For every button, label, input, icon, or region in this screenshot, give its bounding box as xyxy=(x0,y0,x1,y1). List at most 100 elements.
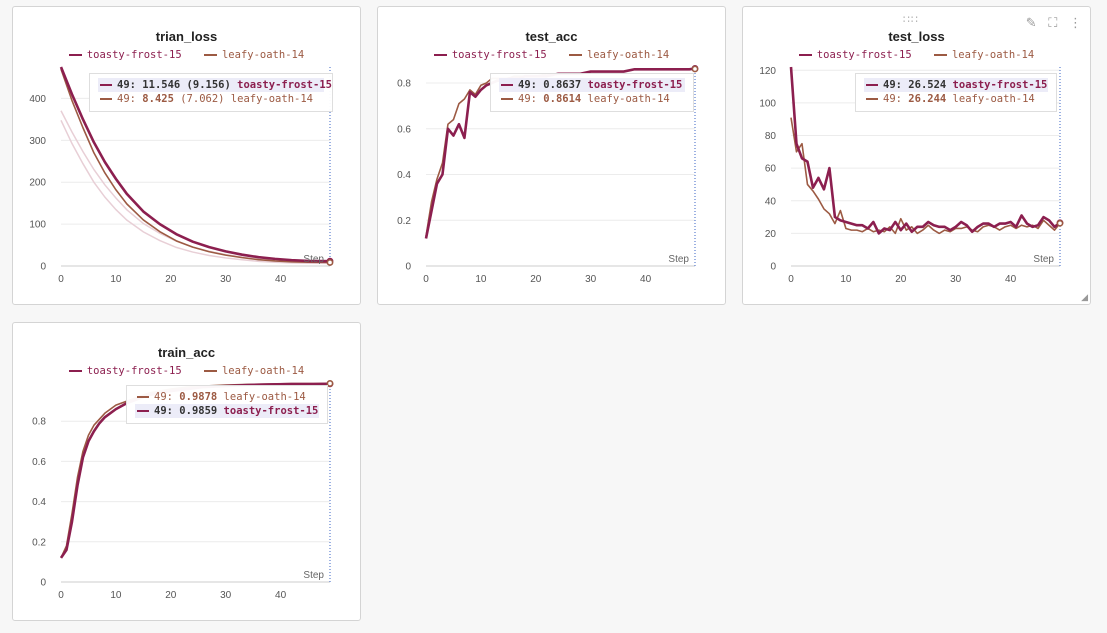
y-tick-label: 80 xyxy=(765,131,777,142)
tooltip-value: 26.244 xyxy=(908,93,947,105)
chart-tooltip: 49: 0.8637 toasty-frost-15 49: 0.8614 lea… xyxy=(490,73,694,112)
x-tick-label: 30 xyxy=(950,274,962,285)
x-tick-label: 20 xyxy=(165,274,177,285)
legend-item[interactable]: leafy-oath-14 xyxy=(933,49,1035,61)
x-tick-label: 0 xyxy=(423,274,429,285)
legend-swatch-icon xyxy=(433,54,447,56)
tooltip-series-name: toasty-frost-15 xyxy=(946,79,1048,91)
x-tick-label: 10 xyxy=(840,274,852,285)
legend-label: toasty-frost-15 xyxy=(86,365,182,377)
tooltip-value: 0.9859 xyxy=(179,405,218,417)
tooltip-row: 49: 0.8637 toasty-frost-15 xyxy=(499,78,685,92)
tooltip-step: 49: xyxy=(117,79,143,91)
more-menu-icon[interactable]: ⋮ xyxy=(1069,15,1082,30)
legend-label: leafy-oath-14 xyxy=(221,49,305,61)
tooltip-swatch-icon xyxy=(137,410,149,412)
x-axis-label: Step xyxy=(303,570,324,581)
tooltip-row: 49: 0.9878 leafy-oath-14 xyxy=(135,390,319,404)
tooltip-step: 49: xyxy=(518,79,544,91)
x-tick-label: 40 xyxy=(640,274,652,285)
x-tick-label: 10 xyxy=(475,274,487,285)
tooltip-swatch-icon xyxy=(501,84,513,86)
x-tick-label: 20 xyxy=(530,274,542,285)
legend-item[interactable]: leafy-oath-14 xyxy=(203,49,305,61)
fullscreen-icon[interactable]: ⛶ xyxy=(1048,15,1058,30)
y-tick-label: 400 xyxy=(29,94,46,105)
chart-title: train_acc xyxy=(157,345,216,360)
legend-label: leafy-oath-14 xyxy=(586,49,670,61)
legend-swatch-icon xyxy=(68,54,82,56)
chart-plot[interactable]: 0 100 200 300 400 0 10 20 30 40 Step xyxy=(13,7,362,306)
tooltip-series-name: leafy-oath-14 xyxy=(224,93,313,105)
series-line-leafy-oath-14[interactable] xyxy=(790,117,1061,235)
tooltip-row: 49: 0.8614 leafy-oath-14 xyxy=(499,92,685,106)
tooltip-row: 49: 8.425 (7.062) leafy-oath-14 xyxy=(98,92,324,106)
series-line-toasty-frost-15[interactable] xyxy=(59,66,331,263)
tooltip-series-name: toasty-frost-15 xyxy=(230,79,332,91)
y-tick-label: 60 xyxy=(765,164,777,175)
series-line-toasty-frost-15[interactable] xyxy=(789,66,1061,235)
legend-label: leafy-oath-14 xyxy=(221,365,305,377)
legend-item[interactable]: leafy-oath-14 xyxy=(203,365,305,377)
chart-legend: toasty-frost-15 leafy-oath-14 xyxy=(13,49,360,61)
legend-item[interactable]: toasty-frost-15 xyxy=(798,49,912,61)
tooltip-row: 49: 0.9859 toasty-frost-15 xyxy=(135,404,319,418)
tooltip-series-name: leafy-oath-14 xyxy=(217,391,306,403)
y-tick-label: 0.8 xyxy=(397,79,411,90)
x-tick-label: 40 xyxy=(1005,274,1017,285)
y-tick-label: 20 xyxy=(765,229,777,240)
drag-handle-icon[interactable]: ∷∷ xyxy=(903,14,919,26)
series-line-leafy-oath-14[interactable] xyxy=(60,68,331,264)
y-tick-label: 0.2 xyxy=(397,216,411,227)
tooltip-step: 49: xyxy=(883,93,909,105)
legend-swatch-icon xyxy=(68,370,82,372)
raw-series-line xyxy=(60,119,331,265)
x-tick-label: 10 xyxy=(110,274,122,285)
tooltip-swatch-icon xyxy=(866,98,878,100)
y-tick-label: 300 xyxy=(29,136,46,147)
x-tick-label: 0 xyxy=(58,274,64,285)
y-tick-label: 0 xyxy=(40,262,46,273)
tooltip-step: 49: xyxy=(154,391,180,403)
chart-plot[interactable]: 0 0.2 0.4 0.6 0.8 0 10 20 30 40 Step xyxy=(378,7,727,306)
tooltip-value: 0.8614 xyxy=(543,93,582,105)
chart-plot[interactable]: 0 20 40 60 80 100 120 0 10 20 30 40 Step xyxy=(743,7,1092,306)
chart-legend: toasty-frost-15 leafy-oath-14 xyxy=(13,365,360,377)
y-tick-label: 0.4 xyxy=(32,497,46,508)
y-tick-label: 120 xyxy=(759,66,776,77)
chart-plot[interactable]: 0 0.2 0.4 0.6 0.8 0 10 20 30 40 Step xyxy=(13,323,362,622)
tooltip-step: 49: xyxy=(883,79,909,91)
tooltip-step: 49: xyxy=(154,405,180,417)
legend-swatch-icon xyxy=(798,54,812,56)
legend-swatch-icon xyxy=(933,54,947,56)
tooltip-extra: (9.156) xyxy=(180,79,231,91)
legend-item[interactable]: leafy-oath-14 xyxy=(568,49,670,61)
tooltip-swatch-icon xyxy=(501,98,513,100)
edit-pencil-icon[interactable]: ✎ xyxy=(1025,15,1037,30)
x-tick-label: 30 xyxy=(220,274,232,285)
legend-label: leafy-oath-14 xyxy=(951,49,1035,61)
tooltip-value: 0.9878 xyxy=(179,391,218,403)
x-tick-label: 40 xyxy=(275,590,287,601)
y-tick-label: 200 xyxy=(29,178,46,189)
legend-label: toasty-frost-15 xyxy=(86,49,182,61)
y-tick-label: 0.6 xyxy=(32,457,46,468)
tooltip-series-name: leafy-oath-14 xyxy=(581,93,670,105)
hover-point xyxy=(691,65,699,73)
legend-item[interactable]: toasty-frost-15 xyxy=(433,49,547,61)
chart-title: test_acc xyxy=(525,29,578,44)
x-tick-label: 30 xyxy=(220,590,232,601)
tooltip-extra: (7.062) xyxy=(173,93,225,105)
legend-label: toasty-frost-15 xyxy=(451,49,547,61)
chart-panel-test-loss: ∷∷ ✎ ⛶ ⋮ test_loss toasty-frost-15 leafy… xyxy=(742,6,1091,305)
chart-title: trian_loss xyxy=(155,29,218,44)
hover-point xyxy=(1056,219,1064,227)
x-tick-label: 10 xyxy=(110,590,122,601)
y-tick-label: 0 xyxy=(405,262,411,273)
legend-swatch-icon xyxy=(203,54,217,56)
legend-item[interactable]: toasty-frost-15 xyxy=(68,49,182,61)
legend-item[interactable]: toasty-frost-15 xyxy=(68,365,182,377)
tooltip-row: 49: 26.524 toasty-frost-15 xyxy=(864,78,1048,92)
resize-handle-icon[interactable]: ◢ xyxy=(1081,292,1088,302)
y-tick-label: 0 xyxy=(770,262,776,273)
